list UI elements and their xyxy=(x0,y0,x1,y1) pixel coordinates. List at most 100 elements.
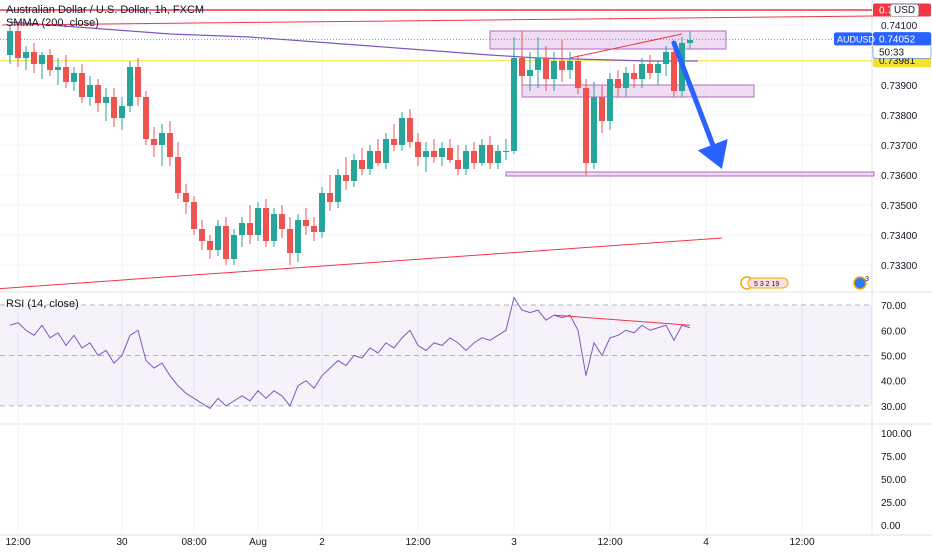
zone-rectangle[interactable] xyxy=(505,171,875,177)
candle-down[interactable] xyxy=(671,52,677,91)
candle-up[interactable] xyxy=(271,214,277,241)
candle-down[interactable] xyxy=(143,97,149,139)
candle-down[interactable] xyxy=(223,226,229,259)
candle-down[interactable] xyxy=(519,58,525,76)
symbol-title[interactable]: Australian Dollar / U.S. Dollar, 1h, FXC… xyxy=(6,4,204,16)
candle-down[interactable] xyxy=(191,202,197,229)
candle-up[interactable] xyxy=(439,148,445,157)
candle-up[interactable] xyxy=(511,58,517,151)
candle-down[interactable] xyxy=(79,73,85,97)
candle-up[interactable] xyxy=(383,139,389,163)
candle-down[interactable] xyxy=(95,85,101,103)
candle-up[interactable] xyxy=(231,235,237,259)
candle-up[interactable] xyxy=(255,208,261,235)
candle-up[interactable] xyxy=(423,151,429,157)
rsi-legend[interactable]: RSI (14, close) xyxy=(6,298,79,310)
candle-down[interactable] xyxy=(135,67,141,97)
candle-down[interactable] xyxy=(631,73,637,79)
candle-up[interactable] xyxy=(527,70,533,76)
rsi-divergence-line[interactable] xyxy=(553,314,691,326)
zone-rectangle[interactable] xyxy=(489,30,727,50)
candle-up[interactable] xyxy=(399,118,405,145)
candle-up[interactable] xyxy=(351,160,357,181)
candle-down[interactable] xyxy=(391,139,397,145)
trend-line[interactable] xyxy=(0,237,723,290)
candle-down[interactable] xyxy=(575,61,581,88)
candle-up[interactable] xyxy=(159,133,165,145)
candle-up[interactable] xyxy=(295,220,301,253)
candle-down[interactable] xyxy=(15,31,21,58)
candle-up[interactable] xyxy=(335,175,341,202)
candle-down[interactable] xyxy=(263,208,269,241)
smma-legend[interactable]: SMMA (200, close) xyxy=(6,17,99,29)
candle-up[interactable] xyxy=(479,145,485,163)
candle-up[interactable] xyxy=(103,97,109,103)
candle-down[interactable] xyxy=(447,148,453,160)
candle-down[interactable] xyxy=(207,241,213,250)
candle-down[interactable] xyxy=(599,97,605,121)
candle-down[interactable] xyxy=(183,193,189,202)
candle-down[interactable] xyxy=(583,88,589,163)
candle-down[interactable] xyxy=(279,214,285,229)
candle-up[interactable] xyxy=(239,223,245,235)
candle-down[interactable] xyxy=(455,160,461,169)
candle-up[interactable] xyxy=(463,151,469,169)
candle-down[interactable] xyxy=(151,139,157,145)
candle-down[interactable] xyxy=(359,160,365,169)
candle-down[interactable] xyxy=(47,55,53,70)
candle-up[interactable] xyxy=(87,85,93,97)
candle-up[interactable] xyxy=(535,58,541,70)
candle-down[interactable] xyxy=(327,193,333,202)
candle-up[interactable] xyxy=(567,61,573,70)
zone-rectangle[interactable] xyxy=(521,84,755,98)
candle-up[interactable] xyxy=(71,73,77,82)
candle-up[interactable] xyxy=(623,73,629,88)
candle-up[interactable] xyxy=(39,55,45,64)
candle-up[interactable] xyxy=(639,64,645,79)
candle-down[interactable] xyxy=(559,61,565,70)
candle-down[interactable] xyxy=(303,220,309,226)
trend-line[interactable] xyxy=(1,15,875,26)
candle-down[interactable] xyxy=(287,229,293,253)
candle-up[interactable] xyxy=(367,151,373,169)
candle-up[interactable] xyxy=(7,31,13,55)
candle-down[interactable] xyxy=(167,133,173,157)
candle-down[interactable] xyxy=(111,97,117,118)
candle-down[interactable] xyxy=(415,142,421,157)
candle-down[interactable] xyxy=(247,223,253,235)
candle-up[interactable] xyxy=(55,67,61,70)
candle-up[interactable] xyxy=(687,40,693,43)
candle-up[interactable] xyxy=(319,193,325,232)
candle-down[interactable] xyxy=(407,118,413,142)
candle-down[interactable] xyxy=(615,79,621,88)
candle-up[interactable] xyxy=(551,61,557,79)
candle-up[interactable] xyxy=(663,52,669,64)
candle-down[interactable] xyxy=(375,151,381,163)
events-chip[interactable] xyxy=(747,277,789,289)
candle-down[interactable] xyxy=(543,58,549,79)
symbol-tag[interactable] xyxy=(834,32,872,46)
currency-badge[interactable]: USD xyxy=(890,4,920,17)
candle-down[interactable] xyxy=(471,151,477,163)
candle-down[interactable] xyxy=(63,67,69,82)
candle-down[interactable] xyxy=(647,64,653,73)
candle-down[interactable] xyxy=(343,175,349,181)
candle-up[interactable] xyxy=(495,151,501,163)
candle-up[interactable] xyxy=(503,151,509,152)
candle-down[interactable] xyxy=(431,151,437,157)
candle-down[interactable] xyxy=(31,52,37,64)
candle-up[interactable] xyxy=(215,226,221,250)
candle-up[interactable] xyxy=(23,52,29,58)
candle-down[interactable] xyxy=(199,229,205,241)
candle-down[interactable] xyxy=(311,226,317,232)
candle-down[interactable] xyxy=(487,145,493,163)
candle-down[interactable] xyxy=(175,157,181,193)
candle-up[interactable] xyxy=(607,79,613,121)
candle-up[interactable] xyxy=(655,64,661,73)
event-flag-icon[interactable] xyxy=(853,276,867,290)
candle-up[interactable] xyxy=(591,97,597,163)
candles-layer[interactable] xyxy=(7,22,693,265)
trend-line[interactable] xyxy=(569,33,683,59)
candle-up[interactable] xyxy=(127,67,133,106)
